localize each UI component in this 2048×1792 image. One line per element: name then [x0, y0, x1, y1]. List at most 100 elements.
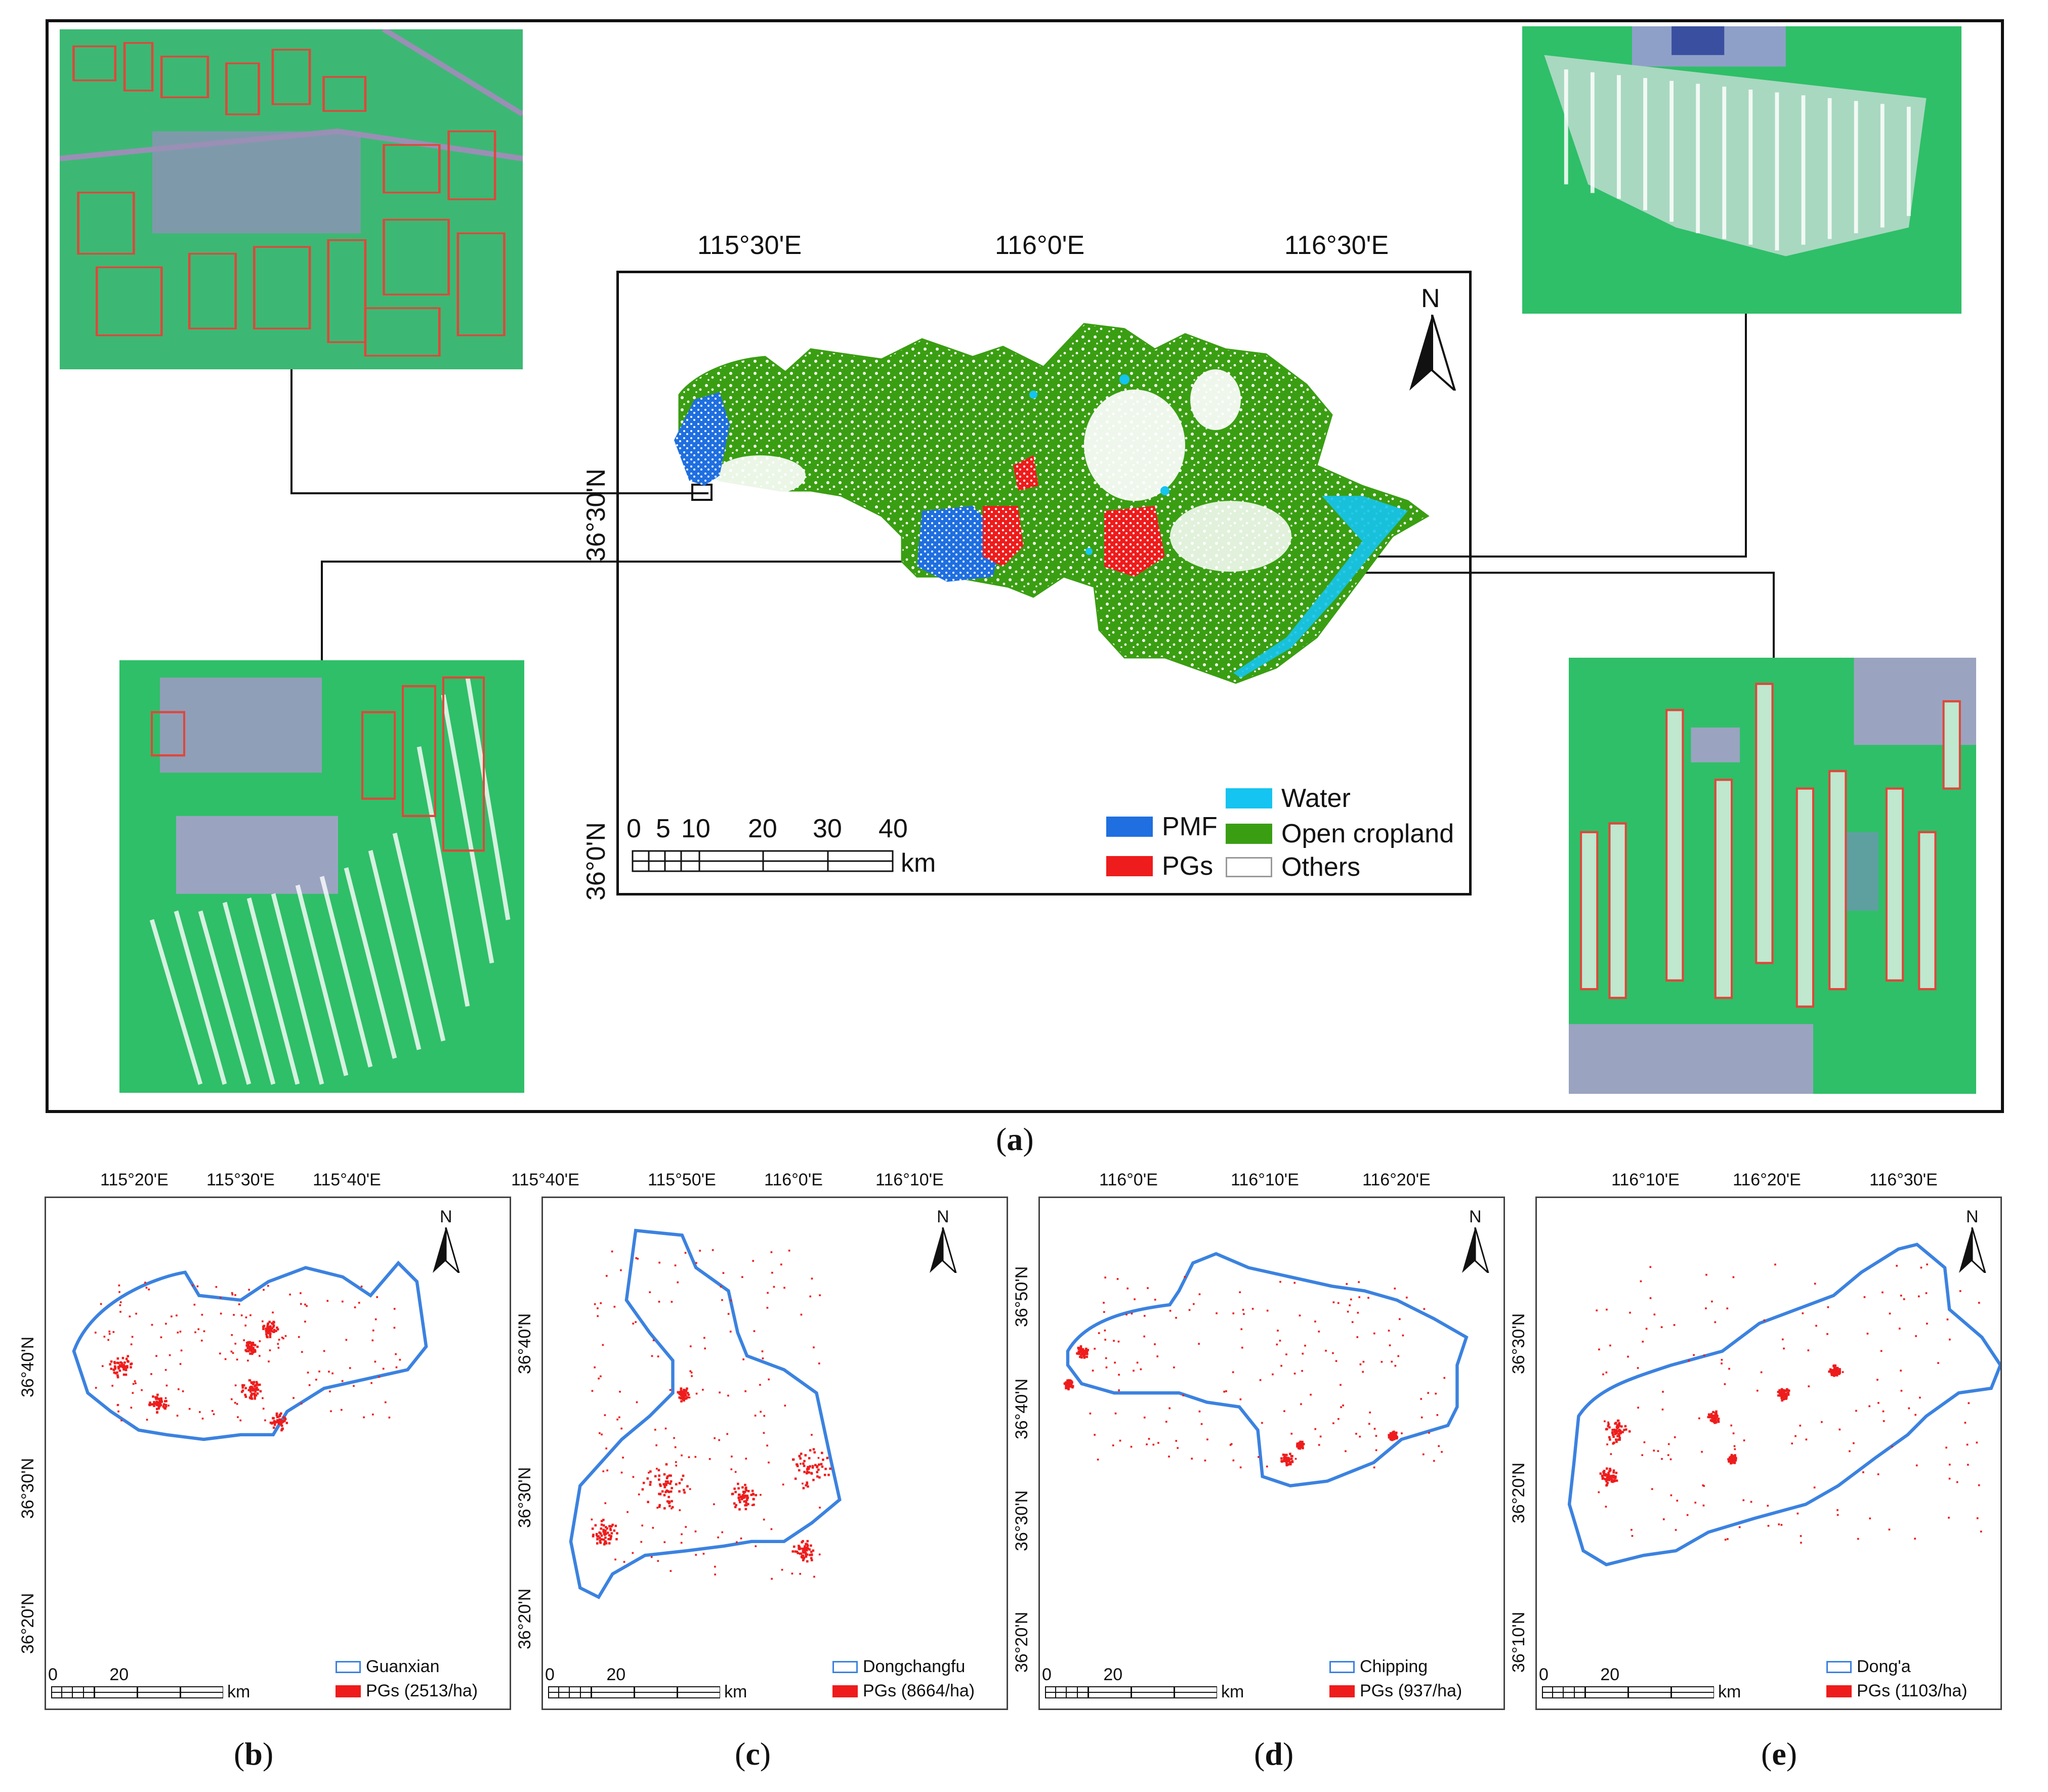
- pg-cluster-speck: [1710, 1413, 1713, 1416]
- pg-speck: [244, 1325, 247, 1327]
- pg-speck: [780, 1263, 782, 1266]
- pg-cluster-speck: [269, 1421, 272, 1424]
- pg-cluster-speck: [812, 1478, 815, 1481]
- pg-speck: [1688, 1359, 1690, 1362]
- pg-cluster-speck: [1289, 1461, 1292, 1464]
- pg-speck: [1441, 1450, 1443, 1453]
- pg-speck: [203, 1330, 205, 1333]
- pg-cluster-speck: [1617, 1438, 1620, 1441]
- legend-label: PGs: [1162, 851, 1214, 881]
- pg-speck: [1948, 1338, 1951, 1341]
- pg-speck: [1422, 1453, 1425, 1456]
- pg-speck: [669, 1389, 672, 1391]
- pg-speck: [604, 1502, 607, 1504]
- pg-cluster-speck: [116, 1374, 119, 1377]
- pg-speck: [654, 1429, 656, 1431]
- pg-cluster-speck: [738, 1499, 741, 1502]
- pg-cluster-speck: [600, 1527, 603, 1530]
- scale-bar: [51, 1686, 223, 1698]
- pg-speck: [734, 1471, 737, 1473]
- pg-cluster-speck: [1615, 1479, 1618, 1482]
- pg-cluster-speck: [1713, 1416, 1716, 1419]
- pg-cluster-speck: [274, 1421, 277, 1424]
- pg-speck: [670, 1570, 672, 1572]
- top-tick-label: 116°30'E: [1284, 231, 1389, 260]
- pg-cluster-speck: [603, 1543, 606, 1546]
- pg-cluster-speck: [1388, 1436, 1391, 1439]
- pg-speck: [194, 1331, 196, 1334]
- pg-cluster-speck: [244, 1393, 246, 1396]
- main-map: [674, 323, 1430, 684]
- pg-speck: [1836, 1509, 1838, 1511]
- pg-cluster-speck: [810, 1557, 813, 1560]
- pg-cluster-speck: [250, 1381, 253, 1384]
- pg-speck: [1814, 1283, 1816, 1285]
- pg-cluster-speck: [116, 1376, 119, 1379]
- pg-cluster-speck: [277, 1421, 279, 1424]
- pg-cluster-speck: [1606, 1467, 1608, 1470]
- pg-cluster-speck: [737, 1487, 740, 1490]
- pg-speck: [1173, 1366, 1175, 1369]
- pg-cluster-speck: [605, 1532, 607, 1535]
- scale-number: 10: [681, 814, 710, 843]
- pg-cluster-speck: [814, 1464, 817, 1467]
- scale-number: 20: [606, 1665, 626, 1684]
- pg-speck: [1802, 1312, 1804, 1314]
- pg-speck: [301, 1351, 303, 1353]
- pg-cluster-speck: [1608, 1479, 1611, 1481]
- pg-speck: [118, 1284, 120, 1287]
- pg-speck: [231, 1293, 234, 1296]
- pg-cluster-speck: [1717, 1419, 1720, 1422]
- pg-speck: [611, 1250, 613, 1253]
- pg-speck: [1318, 1331, 1320, 1333]
- pg-speck: [1428, 1432, 1430, 1434]
- pg-cluster-speck: [817, 1468, 820, 1471]
- pg-cluster-speck: [675, 1483, 678, 1486]
- pg-speck: [378, 1376, 380, 1378]
- pg-speck: [714, 1565, 716, 1568]
- top-tick-label: 116°20'E: [1362, 1170, 1431, 1189]
- pg-cluster-speck: [1709, 1416, 1712, 1419]
- pg-speck: [289, 1293, 291, 1296]
- pg-speck: [677, 1281, 679, 1284]
- pg-cluster-speck: [271, 1421, 274, 1424]
- pg-speck: [1126, 1287, 1129, 1290]
- pg-speck: [726, 1433, 729, 1435]
- pg-cluster-speck: [1603, 1472, 1605, 1475]
- pg-cluster-speck: [796, 1465, 799, 1468]
- pg-cluster-speck: [1711, 1417, 1715, 1420]
- left-tick-label: 36°40'N: [18, 1336, 37, 1397]
- pg-cluster-speck: [1392, 1435, 1394, 1438]
- pg-speck: [731, 1456, 733, 1458]
- pg-speck: [1346, 1283, 1348, 1285]
- pg-speck: [727, 1394, 729, 1397]
- pg-speck: [188, 1407, 191, 1410]
- pg-cluster-speck: [1282, 1454, 1285, 1456]
- pg-cluster-speck: [1389, 1432, 1392, 1435]
- pg-speck: [708, 1458, 711, 1460]
- pg-speck: [1092, 1370, 1094, 1372]
- north-label: N: [1421, 284, 1440, 313]
- pg-cluster-speck: [1290, 1458, 1293, 1460]
- pg-speck: [259, 1340, 261, 1342]
- pg-cluster-speck: [802, 1559, 805, 1562]
- pg-cluster-speck: [806, 1470, 809, 1473]
- pg-speck: [1337, 1302, 1340, 1304]
- pg-cluster-speck: [1069, 1379, 1072, 1382]
- pg-speck: [231, 1292, 233, 1294]
- pg-cluster-speck: [1611, 1431, 1614, 1434]
- pg-cluster-speck: [1831, 1370, 1834, 1373]
- pg-speck: [1849, 1450, 1851, 1453]
- pg-cluster-speck: [268, 1329, 271, 1331]
- pg-cluster-speck: [1391, 1438, 1394, 1441]
- pg-speck: [1300, 1403, 1302, 1405]
- pg-cluster-speck: [256, 1345, 259, 1348]
- pg-cluster-speck: [1077, 1352, 1080, 1355]
- pg-cluster-speck: [801, 1541, 803, 1544]
- pg-speck: [329, 1390, 331, 1393]
- pg-speck: [1641, 1454, 1644, 1456]
- pg-cluster-speck: [666, 1481, 670, 1484]
- pg-cluster-speck: [1077, 1346, 1080, 1349]
- pg-cluster-speck: [658, 1483, 661, 1486]
- pg-speck: [1188, 1309, 1191, 1311]
